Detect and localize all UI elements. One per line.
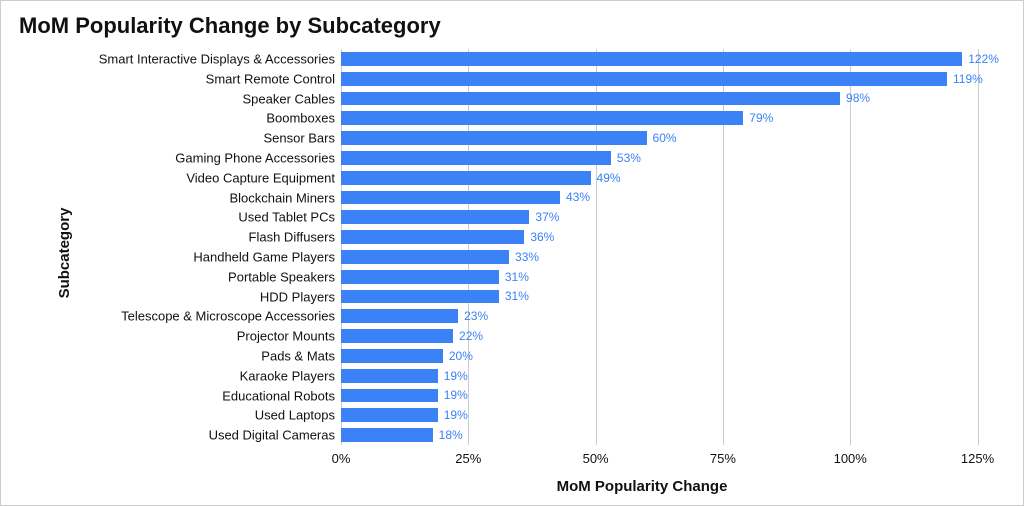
value-label: 37% xyxy=(529,210,559,224)
bar: 98% xyxy=(341,92,840,106)
category-label: Used Tablet PCs xyxy=(238,210,335,225)
plot-wrap: Smart Interactive Displays & Accessories… xyxy=(51,49,1003,445)
chart-title: MoM Popularity Change by Subcategory xyxy=(19,13,441,39)
bar: 33% xyxy=(341,250,509,264)
category-label: Smart Interactive Displays & Accessories xyxy=(99,51,335,66)
bar: 19% xyxy=(341,389,438,403)
gridline xyxy=(596,49,597,445)
category-label: Projector Mounts xyxy=(237,329,335,344)
value-label: 43% xyxy=(560,190,590,204)
category-label: Speaker Cables xyxy=(243,91,336,106)
category-label: Portable Speakers xyxy=(228,269,335,284)
category-label: Telescope & Microscope Accessories xyxy=(121,309,335,324)
value-label: 119% xyxy=(947,72,983,86)
x-axis-title: MoM Popularity Change xyxy=(1,478,1023,495)
value-label: 22% xyxy=(453,329,483,343)
category-label: Used Digital Cameras xyxy=(209,428,335,443)
value-label: 98% xyxy=(840,91,870,105)
category-label: Flash Diffusers xyxy=(249,230,335,245)
value-label: 20% xyxy=(443,349,473,363)
bar: 31% xyxy=(341,290,499,304)
bar: 19% xyxy=(341,369,438,383)
category-label: Sensor Bars xyxy=(263,131,335,146)
category-label: Blockchain Miners xyxy=(230,190,336,205)
value-label: 49% xyxy=(591,171,621,185)
bar: 49% xyxy=(341,171,591,185)
value-label: 31% xyxy=(499,270,529,284)
category-label: Gaming Phone Accessories xyxy=(175,150,335,165)
bar: 18% xyxy=(341,428,433,442)
value-label: 19% xyxy=(438,408,468,422)
value-label: 19% xyxy=(438,369,468,383)
category-label: Pads & Mats xyxy=(261,348,335,363)
bar: 36% xyxy=(341,230,524,244)
bar: 37% xyxy=(341,210,529,224)
bar: 20% xyxy=(341,349,443,363)
chart-frame: MoM Popularity Change by Subcategory Sub… xyxy=(0,0,1024,506)
gridline xyxy=(978,49,979,445)
value-label: 19% xyxy=(438,388,468,402)
value-label: 60% xyxy=(647,131,677,145)
bar: 43% xyxy=(341,191,560,205)
bar: 31% xyxy=(341,270,499,284)
category-label: Handheld Game Players xyxy=(193,249,335,264)
value-label: 79% xyxy=(743,111,773,125)
x-tick-label: 0% xyxy=(332,445,351,466)
x-tick-label: 50% xyxy=(583,445,609,466)
gridline xyxy=(723,49,724,445)
category-label: Karaoke Players xyxy=(240,368,335,383)
category-label: Smart Remote Control xyxy=(206,71,335,86)
value-label: 33% xyxy=(509,250,539,264)
category-label: Boomboxes xyxy=(266,111,335,126)
x-tick-label: 125% xyxy=(961,445,994,466)
gridline xyxy=(341,49,342,445)
bar: 119% xyxy=(341,72,947,86)
category-label: Used Laptops xyxy=(255,408,335,423)
x-tick-label: 25% xyxy=(455,445,481,466)
value-label: 23% xyxy=(458,309,488,323)
x-tick-label: 100% xyxy=(834,445,867,466)
value-label: 36% xyxy=(524,230,554,244)
category-label: Video Capture Equipment xyxy=(186,170,335,185)
value-label: 18% xyxy=(433,428,463,442)
x-tick-label: 75% xyxy=(710,445,736,466)
value-label: 31% xyxy=(499,289,529,303)
category-label: HDD Players xyxy=(260,289,335,304)
value-label: 53% xyxy=(611,151,641,165)
bar: 60% xyxy=(341,131,647,145)
bar: 19% xyxy=(341,408,438,422)
bar: 79% xyxy=(341,111,743,125)
bar: 22% xyxy=(341,329,453,343)
bar: 53% xyxy=(341,151,611,165)
category-label-column: Smart Interactive Displays & Accessories… xyxy=(51,49,341,445)
plot-area: 0%25%50%75%100%125%122%119%98%79%60%53%4… xyxy=(341,49,1003,445)
gridline xyxy=(850,49,851,445)
bar: 122% xyxy=(341,52,962,66)
value-label: 122% xyxy=(962,52,999,66)
category-label: Educational Robots xyxy=(222,388,335,403)
bar: 23% xyxy=(341,309,458,323)
gridline xyxy=(468,49,469,445)
